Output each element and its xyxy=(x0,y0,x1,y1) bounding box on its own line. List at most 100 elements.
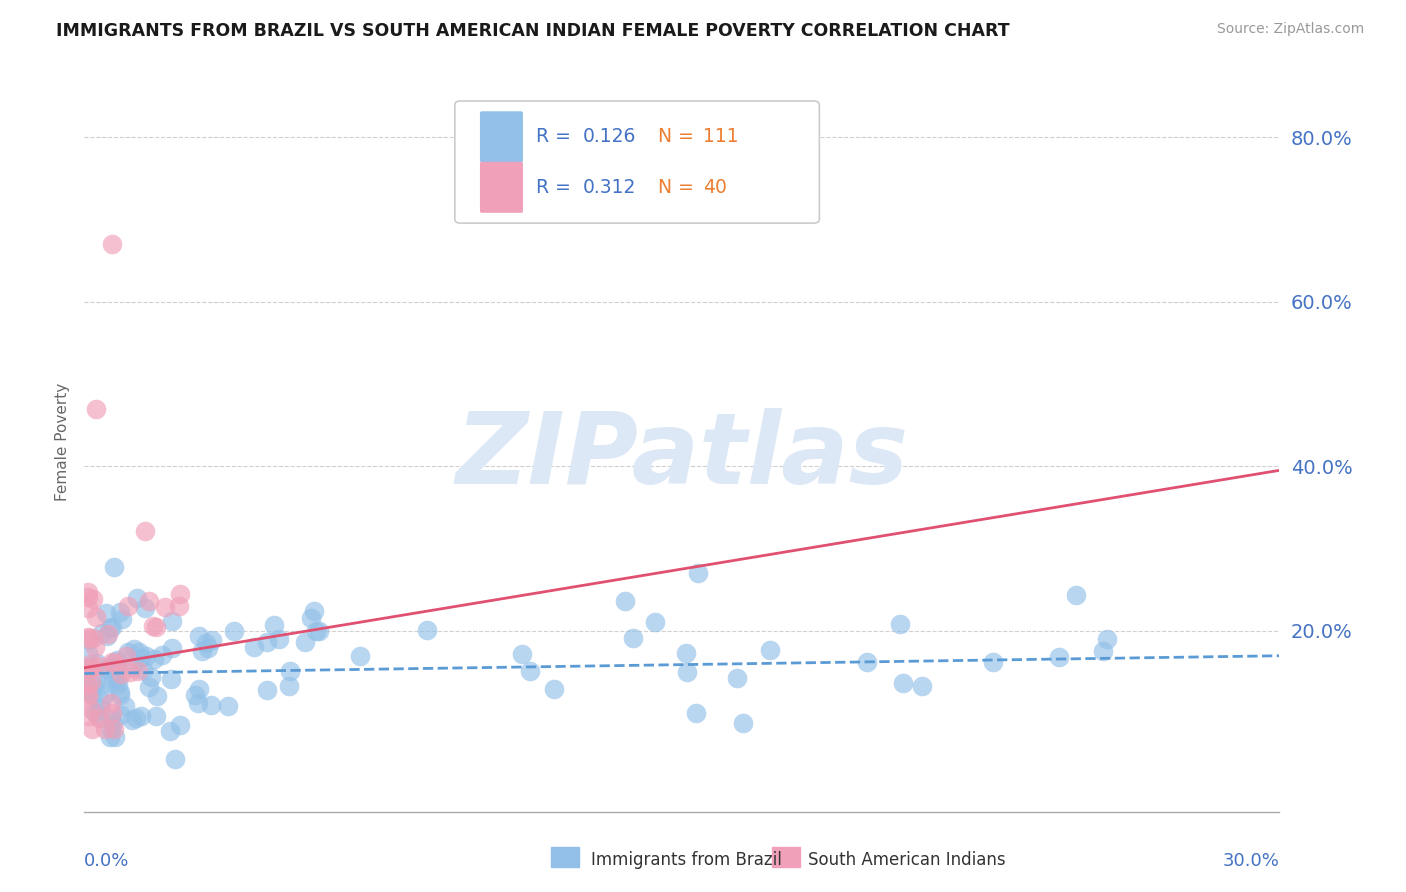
Point xyxy=(169,587,191,601)
Point xyxy=(83,679,105,693)
Point xyxy=(94,687,117,701)
Point xyxy=(131,709,153,723)
Point xyxy=(731,716,754,731)
Point xyxy=(127,591,149,605)
Point xyxy=(135,648,157,663)
Point xyxy=(114,699,136,714)
Point xyxy=(510,647,533,661)
Point xyxy=(77,690,100,705)
Point xyxy=(165,752,187,766)
Point xyxy=(100,712,122,726)
Point xyxy=(188,629,211,643)
Point xyxy=(167,599,190,613)
Point xyxy=(100,696,122,710)
Point xyxy=(94,723,117,737)
Point xyxy=(82,703,104,717)
Point xyxy=(688,566,710,580)
Point xyxy=(1091,643,1114,657)
Point xyxy=(188,682,211,697)
Point xyxy=(110,708,132,723)
Point xyxy=(101,706,124,720)
Point xyxy=(1095,632,1118,647)
Point xyxy=(759,643,782,657)
Point xyxy=(80,688,103,702)
Point xyxy=(543,682,565,697)
Point xyxy=(103,655,125,669)
Point xyxy=(98,621,121,635)
Point xyxy=(145,689,167,703)
Text: ZIPatlas: ZIPatlas xyxy=(456,408,908,505)
Point xyxy=(200,698,222,713)
Point xyxy=(128,645,150,659)
Point xyxy=(187,696,209,710)
Point xyxy=(77,681,100,696)
Point xyxy=(256,634,278,648)
Point xyxy=(82,631,104,645)
Point xyxy=(519,664,541,678)
Y-axis label: Female Poverty: Female Poverty xyxy=(55,383,70,500)
Point xyxy=(675,646,697,660)
Point xyxy=(160,614,183,628)
Point xyxy=(263,617,285,632)
Point xyxy=(911,679,934,693)
Point xyxy=(103,560,125,574)
Point xyxy=(86,610,108,624)
Point xyxy=(132,663,155,677)
Point xyxy=(77,661,100,675)
Text: 111: 111 xyxy=(703,128,740,146)
Point xyxy=(77,631,100,645)
Point xyxy=(96,629,118,643)
Point xyxy=(82,661,104,675)
Point xyxy=(194,636,217,650)
Point xyxy=(101,237,124,252)
Point xyxy=(108,605,131,619)
Point xyxy=(80,675,103,690)
Point xyxy=(145,620,167,634)
Point xyxy=(124,711,146,725)
Point xyxy=(77,584,100,599)
Point xyxy=(685,706,707,720)
Text: 0.126: 0.126 xyxy=(582,128,636,146)
Point xyxy=(117,599,139,614)
Text: R =: R = xyxy=(536,128,576,146)
Point xyxy=(89,710,111,724)
Point xyxy=(277,679,299,693)
Point xyxy=(96,663,118,677)
Point xyxy=(142,618,165,632)
Point xyxy=(89,700,111,714)
Point xyxy=(77,662,100,676)
Point xyxy=(889,616,911,631)
Point xyxy=(278,665,301,679)
Text: 40: 40 xyxy=(703,178,727,197)
Point xyxy=(103,723,125,737)
Point xyxy=(101,715,124,730)
Point xyxy=(308,624,330,638)
Point xyxy=(104,730,127,744)
Point xyxy=(98,730,121,744)
Text: R =: R = xyxy=(536,178,576,197)
Point xyxy=(893,675,915,690)
Point xyxy=(94,606,117,620)
Point xyxy=(160,640,183,655)
Point xyxy=(86,656,108,670)
Point xyxy=(82,723,104,737)
Point xyxy=(108,685,131,699)
Point xyxy=(349,649,371,664)
Point xyxy=(77,708,100,723)
Point xyxy=(122,659,145,673)
Point xyxy=(160,672,183,686)
Point xyxy=(981,656,1004,670)
Point xyxy=(191,644,214,658)
FancyBboxPatch shape xyxy=(479,112,523,162)
Point xyxy=(201,633,224,648)
Point xyxy=(197,640,219,655)
Point xyxy=(416,623,439,637)
Point xyxy=(115,648,138,663)
Point xyxy=(97,627,120,641)
Point xyxy=(294,635,316,649)
Point xyxy=(305,624,328,639)
Point xyxy=(89,659,111,673)
Point xyxy=(103,671,125,685)
Point xyxy=(143,651,166,665)
Point xyxy=(89,711,111,725)
